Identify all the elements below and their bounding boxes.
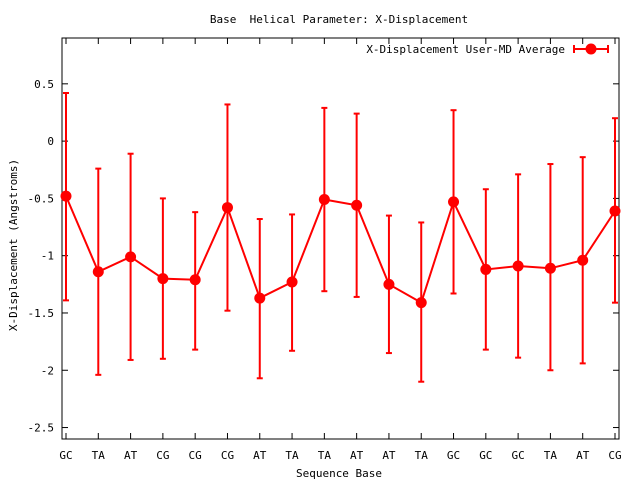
x-tick-label: GC: [511, 449, 524, 462]
data-point: [157, 273, 169, 285]
series-layer: [60, 91, 621, 383]
y-tick-label: 0.5: [34, 78, 54, 91]
x-tick-label: TA: [92, 449, 106, 462]
data-point: [383, 278, 395, 290]
x-axis: GC TA AT CG CG CG AT TA TA AT AT TA GC GC GC TA AT CG: [59, 38, 622, 462]
data-point: [512, 260, 524, 272]
x-tick-label: AT: [576, 449, 590, 462]
x-tick-label: TA: [318, 449, 332, 462]
x-axis-label: Sequence Base: [296, 467, 382, 480]
x-tick-label: CG: [608, 449, 621, 462]
legend-label: X-Displacement User-MD Average: [366, 43, 565, 56]
series-line: [65, 195, 616, 305]
x-tick-label: CG: [189, 449, 202, 462]
chart-title: Base Helical Parameter: X-Displacement: [210, 13, 468, 26]
x-tick-label: TA: [285, 449, 299, 462]
y-tick-label: -1.5: [28, 307, 55, 320]
data-point: [221, 202, 233, 214]
y-axis-label: X-Displacement (Angstroms): [7, 159, 20, 331]
x-tick-label: AT: [382, 449, 396, 462]
x-tick-label: TA: [415, 449, 429, 462]
data-point: [448, 196, 460, 208]
data-point: [480, 263, 492, 275]
x-tick-label: TA: [544, 449, 558, 462]
x-tick-label: GC: [479, 449, 492, 462]
data-point: [609, 205, 621, 217]
y-axis: 0.5 0 -0.5 -1 -1.5 -2 -2.5: [28, 78, 619, 435]
x-tick-label: CG: [221, 449, 234, 462]
data-point: [577, 254, 589, 266]
data-point: [286, 276, 298, 288]
y-tick-label: -0.5: [28, 192, 55, 205]
data-point: [415, 297, 427, 309]
x-tick-label: AT: [253, 449, 267, 462]
y-tick-label: -2: [41, 364, 54, 377]
y-tick-label: 0: [47, 135, 54, 148]
plot-area-border: [61, 37, 620, 440]
data-point: [189, 274, 201, 286]
data-point: [60, 190, 72, 202]
data-point: [254, 292, 266, 304]
legend-marker: [585, 43, 597, 55]
data-point: [544, 262, 556, 274]
y-tick-label: -2.5: [28, 422, 55, 435]
x-tick-label: GC: [447, 449, 460, 462]
y-tick-label: -1: [41, 250, 54, 263]
x-tick-label: AT: [124, 449, 138, 462]
legend: X-Displacement User-MD Average: [366, 43, 609, 56]
data-point: [351, 199, 363, 211]
x-tick-label: AT: [350, 449, 364, 462]
data-point: [125, 251, 137, 263]
x-tick-label: CG: [156, 449, 169, 462]
data-point: [92, 266, 104, 278]
x-tick-label: GC: [59, 449, 72, 462]
data-point: [318, 194, 330, 206]
